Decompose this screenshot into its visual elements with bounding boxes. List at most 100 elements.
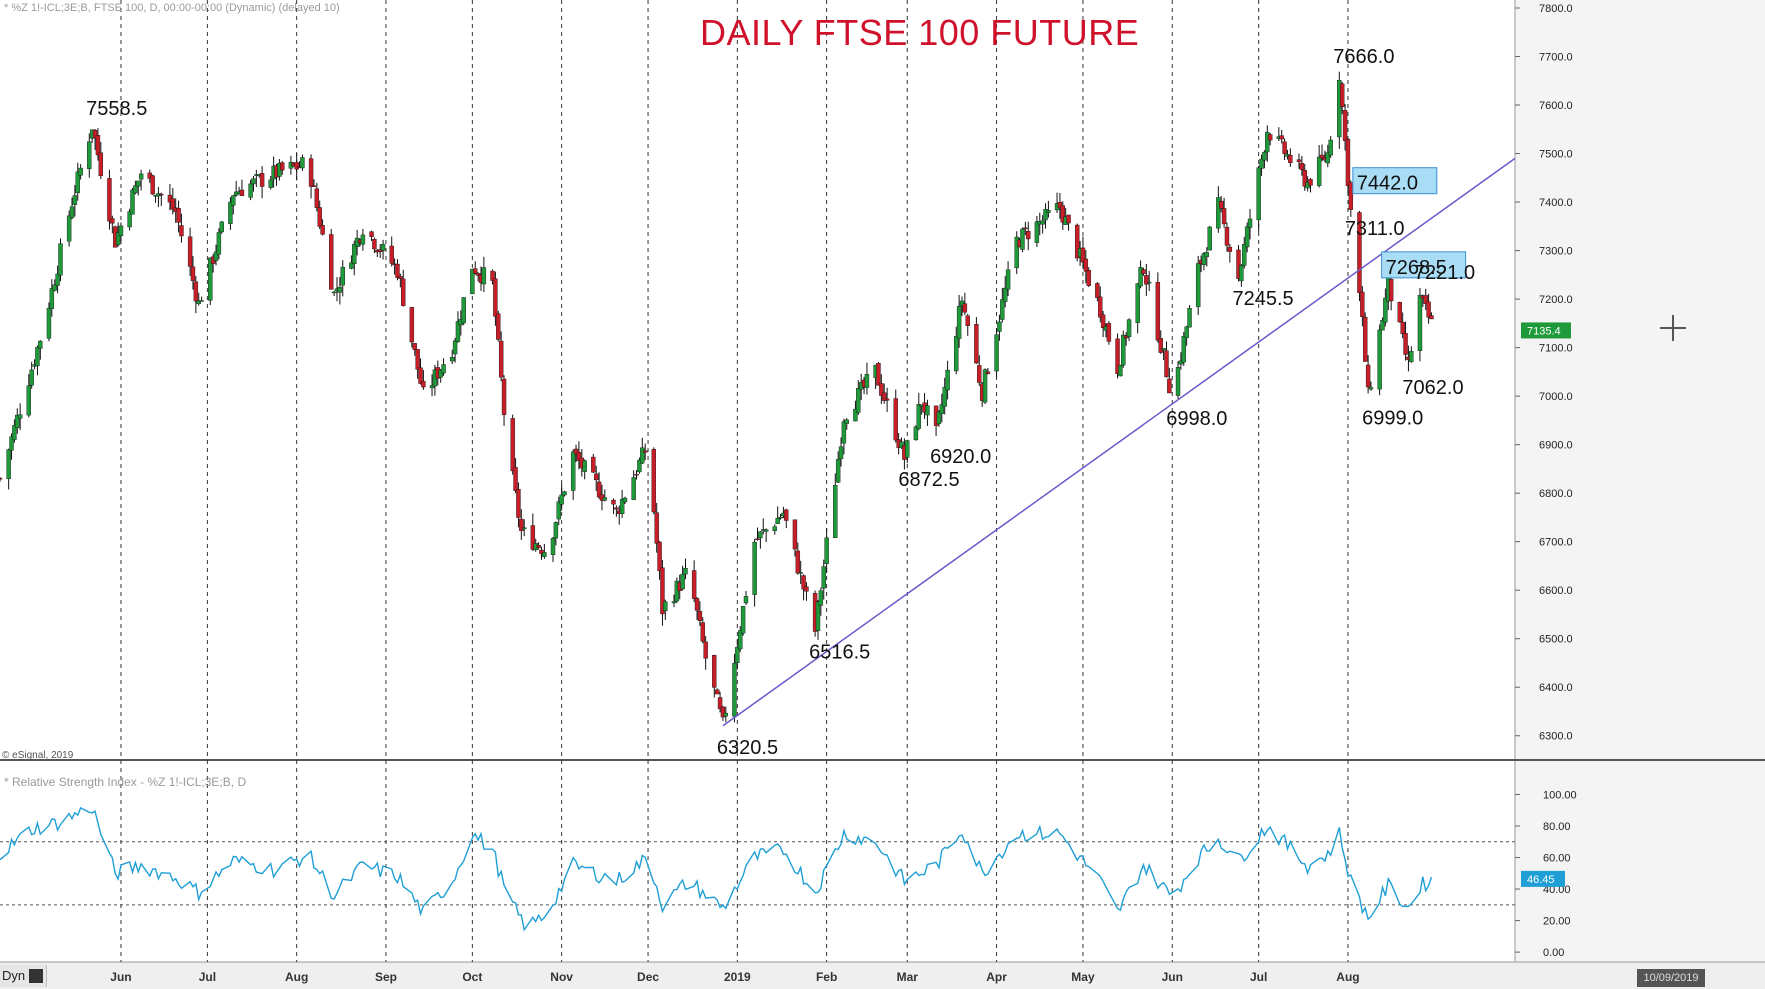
candle-body (259, 173, 265, 187)
candle-body (833, 485, 838, 538)
candle-body (582, 460, 587, 472)
candle-body (1219, 200, 1224, 209)
candle-body (694, 598, 700, 611)
candle-body (1224, 226, 1230, 246)
y-tick-label: 6400.0 (1539, 682, 1573, 694)
y-tick-label: 7500.0 (1539, 149, 1573, 161)
candle-body (954, 336, 959, 372)
candle-body (977, 365, 982, 383)
candle-body (723, 712, 729, 717)
candle-body (340, 266, 345, 286)
candle-body (642, 450, 648, 453)
y-tick-label: 6800.0 (1539, 488, 1573, 500)
candle-body (674, 580, 680, 602)
price-annotation: 6872.5 (898, 469, 959, 491)
candle-body (882, 392, 887, 401)
candle-body (380, 244, 386, 251)
candle-body (784, 509, 789, 521)
candle-body (559, 494, 564, 505)
price-annotation: 7558.5 (86, 98, 147, 120)
candle-body (1158, 338, 1163, 353)
candle-body (1316, 156, 1322, 186)
candle-body (377, 249, 383, 252)
candle-body (510, 418, 515, 472)
candle-body (69, 206, 75, 218)
candle-body (481, 267, 487, 285)
candle-body (1164, 350, 1169, 378)
candle-body (187, 236, 193, 267)
y-tick-label: 6900.0 (1539, 440, 1573, 452)
candle-body (52, 284, 57, 291)
rsi-header: * Relative Strength Index - %Z 1!-ICL;3E… (4, 775, 247, 789)
candle-body (591, 456, 596, 473)
candle-body (1161, 348, 1166, 351)
candle-body (331, 291, 337, 294)
candle-body (1417, 295, 1423, 351)
candle-body (651, 449, 657, 513)
candle-body (522, 527, 527, 530)
dyn-button[interactable]: Dyn (0, 965, 47, 987)
candle-body (815, 601, 821, 631)
candle-body (740, 606, 746, 634)
candle-body (280, 162, 285, 171)
candle-body (46, 307, 52, 339)
candle-body (671, 601, 677, 604)
candle-body (1319, 154, 1325, 159)
candle-body (1066, 214, 1071, 224)
candle-body (1121, 334, 1126, 366)
candle-body (115, 232, 121, 246)
candle-body (110, 218, 115, 224)
candle-body (982, 369, 988, 403)
price-annotation: 7442.0 (1357, 173, 1418, 195)
time-axis-bg (0, 962, 1765, 989)
candle-body (317, 207, 322, 227)
candle-body (818, 590, 824, 606)
candle-body (1005, 269, 1011, 290)
y-tick-label: 7200.0 (1539, 294, 1573, 306)
candle-body (461, 297, 466, 324)
price-annotation: 7311.0 (1345, 218, 1405, 240)
candle-body (26, 385, 32, 416)
candle-body (804, 586, 809, 592)
candle-body (389, 245, 394, 264)
candle-body (1242, 244, 1247, 266)
candle-body (1259, 158, 1264, 169)
candle-body (660, 567, 665, 615)
candle-body (1144, 275, 1149, 285)
rsi-line (0, 806, 1433, 932)
candle-body (752, 541, 757, 595)
candle-body (1095, 283, 1100, 298)
candle-body (1100, 314, 1106, 328)
candle-body (1365, 364, 1371, 388)
candle-body (691, 570, 697, 599)
candle-body (602, 497, 608, 501)
candle-body (412, 343, 417, 350)
candle-body (1138, 267, 1143, 287)
candle-body (1299, 162, 1305, 170)
candle-body (1363, 316, 1368, 362)
candle-body (15, 414, 20, 429)
candle-body (190, 266, 196, 282)
candle-body (369, 231, 374, 237)
candle-body (1400, 321, 1405, 335)
candle-body (1328, 139, 1333, 156)
candle-body (994, 334, 999, 372)
candle-body (1207, 226, 1212, 251)
candle-body (1083, 258, 1089, 272)
candle-body (196, 300, 201, 304)
candle-body (418, 367, 423, 384)
candle-body (775, 517, 780, 524)
candle-body (1175, 367, 1181, 396)
candle-body (0, 477, 3, 480)
candle-body (864, 374, 870, 388)
candle-body (1201, 253, 1207, 266)
candle-body (409, 307, 415, 343)
candle-body (1000, 299, 1005, 320)
candle-body (530, 525, 536, 550)
candle-body (138, 173, 144, 180)
y-tick-label: 6300.0 (1539, 731, 1573, 743)
candle-body (637, 459, 642, 473)
candle-body (219, 221, 224, 233)
candle-body (133, 185, 138, 194)
candle-body (1239, 265, 1244, 282)
